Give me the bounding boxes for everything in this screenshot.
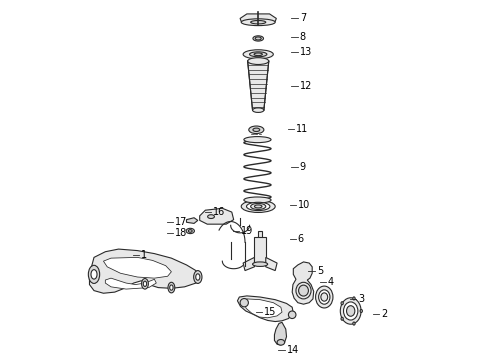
Text: 5: 5 xyxy=(317,266,323,276)
Text: 2: 2 xyxy=(381,309,387,319)
Polygon shape xyxy=(266,257,277,271)
Text: 4: 4 xyxy=(328,277,334,287)
Polygon shape xyxy=(243,257,254,271)
Ellipse shape xyxy=(208,215,215,219)
Ellipse shape xyxy=(88,265,99,283)
Ellipse shape xyxy=(253,36,264,41)
Text: 17: 17 xyxy=(175,216,188,226)
Ellipse shape xyxy=(298,285,308,296)
Text: 7: 7 xyxy=(300,13,306,23)
Polygon shape xyxy=(187,218,198,224)
Ellipse shape xyxy=(243,50,273,59)
Polygon shape xyxy=(274,322,287,345)
Polygon shape xyxy=(200,208,234,224)
Polygon shape xyxy=(240,14,276,22)
Ellipse shape xyxy=(241,19,275,26)
Text: 15: 15 xyxy=(264,307,276,317)
Ellipse shape xyxy=(251,21,266,24)
Ellipse shape xyxy=(196,274,200,280)
Text: 6: 6 xyxy=(298,234,304,243)
Polygon shape xyxy=(90,249,200,293)
FancyBboxPatch shape xyxy=(258,231,262,248)
Ellipse shape xyxy=(249,126,264,134)
Text: 1: 1 xyxy=(141,251,147,261)
Ellipse shape xyxy=(254,53,262,55)
Ellipse shape xyxy=(343,302,358,320)
Text: 14: 14 xyxy=(287,345,299,355)
Ellipse shape xyxy=(353,297,355,300)
Ellipse shape xyxy=(246,202,270,211)
Ellipse shape xyxy=(252,108,264,112)
Ellipse shape xyxy=(143,281,147,287)
Ellipse shape xyxy=(346,306,355,316)
Ellipse shape xyxy=(249,52,267,57)
Text: 8: 8 xyxy=(300,32,306,41)
Ellipse shape xyxy=(353,322,355,325)
Ellipse shape xyxy=(255,37,261,40)
Ellipse shape xyxy=(296,282,311,299)
Ellipse shape xyxy=(251,203,266,210)
Ellipse shape xyxy=(240,298,248,307)
Ellipse shape xyxy=(316,286,333,308)
Ellipse shape xyxy=(168,282,175,293)
Ellipse shape xyxy=(247,58,269,64)
Polygon shape xyxy=(103,257,172,278)
Text: 13: 13 xyxy=(300,47,312,57)
Polygon shape xyxy=(238,296,294,321)
Polygon shape xyxy=(292,262,314,304)
Ellipse shape xyxy=(253,128,260,131)
Text: 18: 18 xyxy=(175,228,187,238)
Ellipse shape xyxy=(277,339,285,345)
Ellipse shape xyxy=(194,271,202,283)
Text: 10: 10 xyxy=(298,199,310,210)
Text: 19: 19 xyxy=(241,226,253,236)
Polygon shape xyxy=(105,278,156,289)
Ellipse shape xyxy=(360,310,363,312)
Polygon shape xyxy=(244,299,282,318)
FancyBboxPatch shape xyxy=(254,237,266,265)
Ellipse shape xyxy=(321,293,328,301)
Text: 16: 16 xyxy=(213,207,225,217)
Text: 12: 12 xyxy=(300,81,312,91)
Ellipse shape xyxy=(341,317,343,320)
Text: 3: 3 xyxy=(358,294,365,304)
Ellipse shape xyxy=(142,279,148,289)
Ellipse shape xyxy=(188,230,192,232)
Text: 9: 9 xyxy=(300,162,306,172)
Ellipse shape xyxy=(244,197,271,203)
Ellipse shape xyxy=(244,136,271,143)
Ellipse shape xyxy=(170,285,173,290)
Ellipse shape xyxy=(289,311,296,319)
Ellipse shape xyxy=(341,298,361,324)
Ellipse shape xyxy=(186,228,195,234)
Ellipse shape xyxy=(341,302,343,305)
Text: 11: 11 xyxy=(296,124,308,134)
Ellipse shape xyxy=(252,262,268,266)
Ellipse shape xyxy=(91,270,97,279)
Ellipse shape xyxy=(241,201,275,212)
Ellipse shape xyxy=(254,205,262,208)
Polygon shape xyxy=(247,61,269,110)
Ellipse shape xyxy=(318,290,330,304)
